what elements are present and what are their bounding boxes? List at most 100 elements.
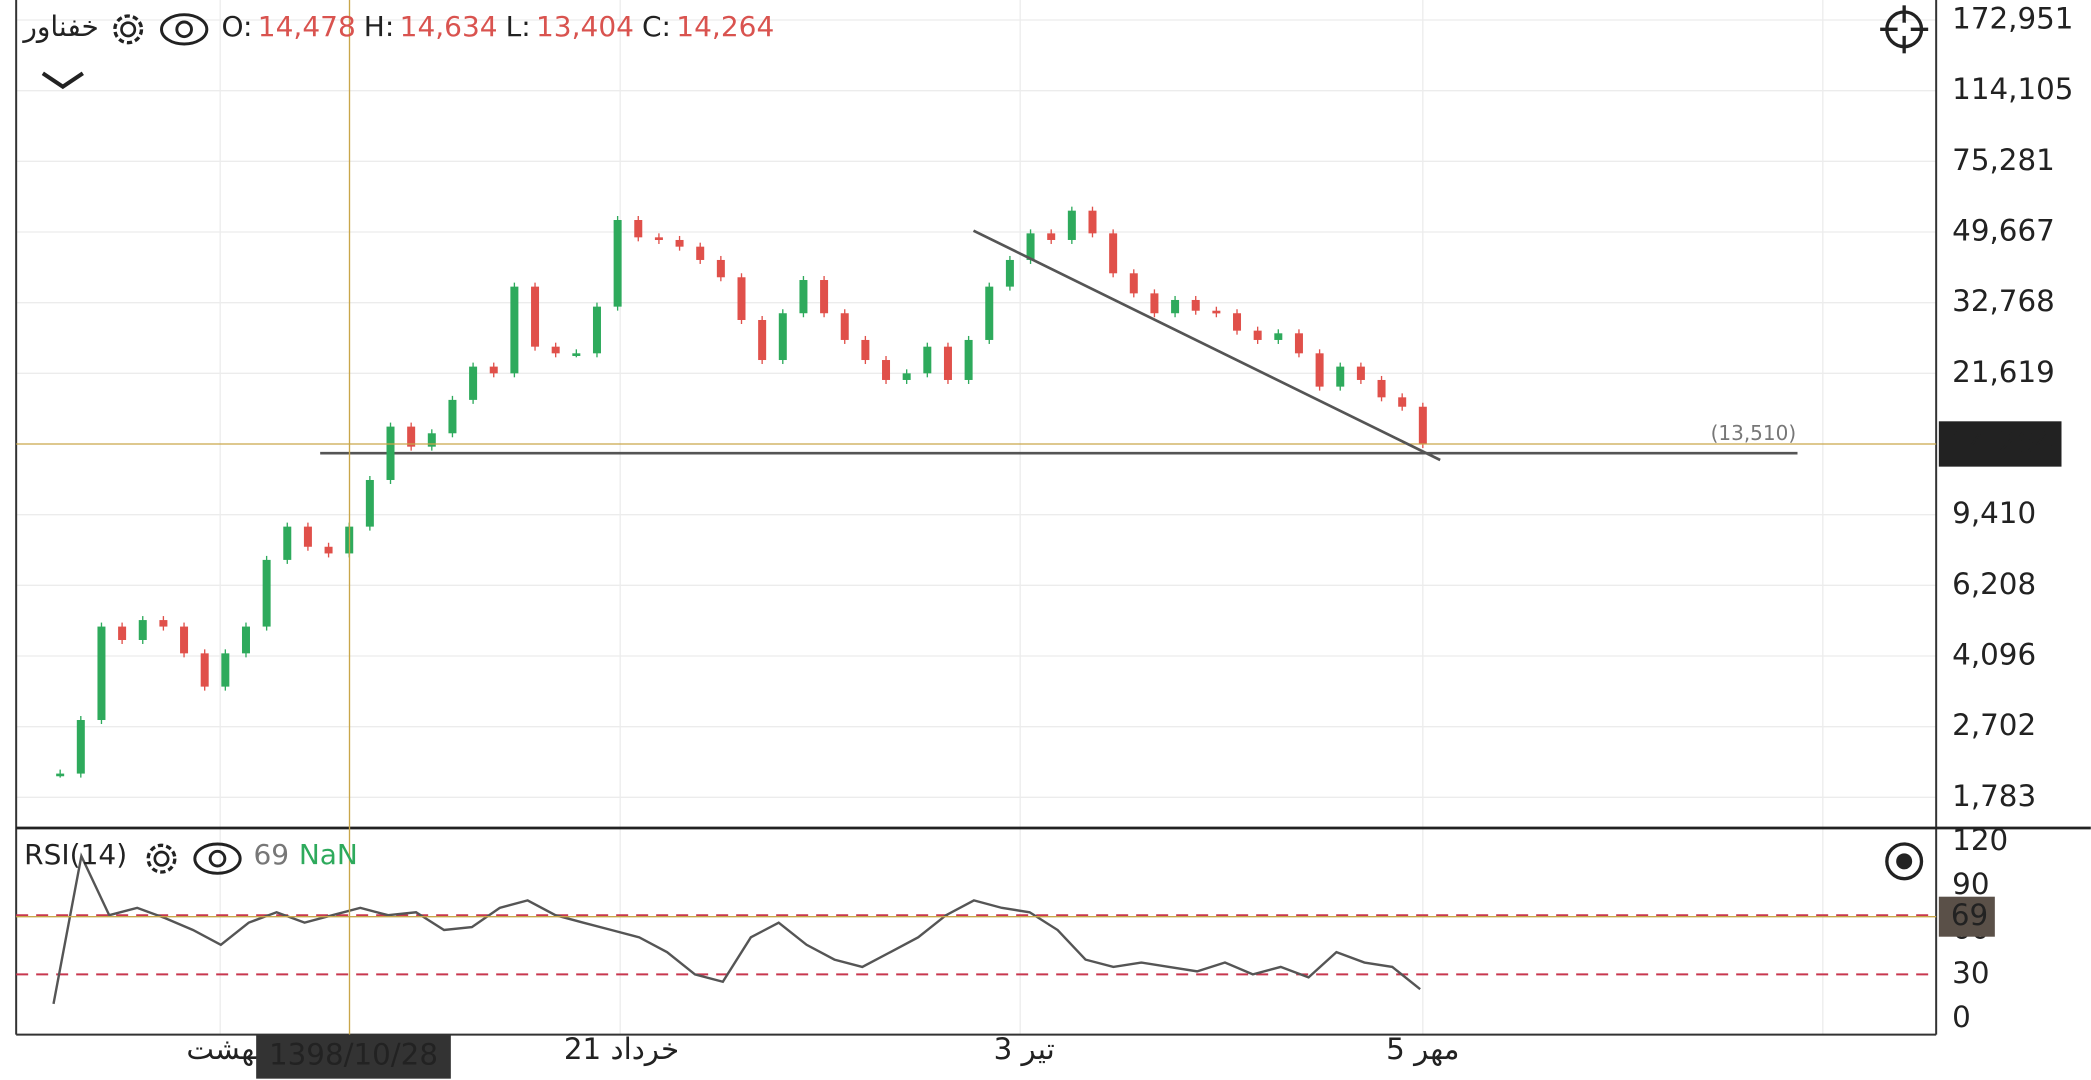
candle — [1315, 353, 1324, 387]
candle — [861, 339, 870, 361]
ohlc-value: 13,404 — [536, 10, 634, 43]
candle — [262, 559, 271, 627]
candle — [1047, 233, 1056, 240]
candle — [180, 626, 189, 654]
level-label: (13,510) — [1711, 421, 1797, 445]
price-pane: 172,951 114,105 75,281 49,667 32,768 21,619 9,… — [16, 2, 2073, 813]
y-tick-label: 21,619 — [1952, 355, 2055, 389]
candle — [324, 546, 333, 554]
candle — [820, 280, 829, 314]
target-icon[interactable] — [1880, 5, 1929, 54]
y-tick-label: 9,410 — [1952, 496, 2036, 530]
candle — [303, 526, 312, 547]
rsi-current-label: 69 — [1951, 898, 1988, 932]
candle — [1171, 299, 1180, 314]
candle — [1377, 379, 1386, 398]
candle — [758, 319, 767, 361]
y-tick-label: 172,951 — [1952, 2, 2073, 36]
ohlc-key: C: — [642, 10, 671, 43]
y-tick-label: 6,208 — [1952, 567, 2036, 601]
candle — [964, 339, 973, 380]
rsi-tick-label: 90 — [1952, 867, 1989, 901]
rsi-line — [52, 852, 1421, 1005]
candle — [592, 306, 601, 354]
grid — [16, 0, 1937, 1035]
visibility-icon[interactable] — [160, 13, 209, 46]
candle — [1274, 333, 1283, 340]
rsi-tick-label: 0 — [1952, 1000, 1971, 1034]
current-price-label: 14,264 — [1951, 425, 2054, 459]
candle — [1129, 273, 1138, 294]
candle — [696, 246, 705, 260]
candle — [200, 653, 209, 687]
rsi-visibility-icon[interactable] — [193, 842, 242, 875]
y-tick-label: 2,702 — [1952, 708, 2036, 742]
candle — [1005, 259, 1014, 287]
rsi-pane: 120906030069 — [16, 823, 2008, 1034]
current-price-box — [1938, 421, 2062, 467]
crosshair-date-box — [256, 1034, 451, 1079]
rsi-value: 69 — [254, 838, 290, 871]
symbol: خفناور — [21, 10, 99, 43]
y-tick-label: 49,667 — [1952, 213, 2055, 247]
candle — [510, 286, 519, 374]
candle — [1026, 233, 1035, 260]
header: خفناور O: 14,478 H: 14,634 L: 13,404 C: 14,264 — [21, 5, 1929, 90]
candle — [1253, 330, 1262, 340]
candle — [1067, 210, 1076, 240]
candle — [1418, 406, 1427, 444]
candle — [1398, 397, 1407, 407]
rsi-label: RSI(14) — [24, 838, 127, 871]
candle — [923, 346, 932, 374]
x-tick-label: 3 تیر — [994, 1032, 1055, 1066]
candle — [241, 626, 250, 654]
candle — [221, 653, 230, 687]
candle — [489, 366, 498, 374]
settings-icon[interactable] — [113, 14, 144, 45]
candle — [386, 426, 395, 480]
candle — [1233, 313, 1242, 331]
ohlc-value: 14,264 — [676, 10, 774, 43]
rsi-tick-label: 30 — [1952, 956, 1989, 990]
candle — [799, 280, 808, 314]
candle — [613, 220, 622, 307]
rsi-target-icon[interactable] — [1885, 842, 1924, 881]
candle — [76, 720, 85, 774]
candle — [427, 433, 436, 447]
candle — [840, 313, 849, 340]
candle — [118, 626, 127, 640]
rsi-header: RSI(14) 69 NaN — [24, 838, 1924, 881]
candle — [138, 620, 147, 640]
candle — [1150, 293, 1159, 314]
candle — [716, 259, 725, 278]
rsi-settings-icon[interactable] — [146, 843, 177, 874]
rsi-extra: NaN — [299, 838, 358, 871]
crosshair-date: 1398/10/28 — [269, 1038, 438, 1072]
collapse-icon[interactable] — [41, 71, 84, 90]
y-tick-label: 32,768 — [1952, 284, 2055, 318]
candle — [1212, 310, 1221, 314]
candle — [56, 773, 65, 777]
y-tick-label: 1,783 — [1952, 779, 2036, 813]
candle — [551, 346, 560, 354]
rsi-current-box — [1938, 896, 1995, 937]
candle — [675, 239, 684, 247]
candle — [1191, 299, 1200, 311]
candle — [1336, 366, 1345, 387]
candle — [654, 237, 663, 241]
candle — [943, 346, 952, 380]
candle — [531, 286, 540, 347]
ohlc-value: 14,478 — [258, 10, 356, 43]
candle — [1109, 233, 1118, 274]
ohlc-key: L: — [506, 10, 531, 43]
candle — [407, 426, 416, 447]
candle — [1088, 210, 1097, 234]
candle — [1356, 366, 1365, 380]
rsi-tick-label: 120 — [1952, 823, 2008, 857]
candle — [634, 220, 643, 238]
trend-line[interactable] — [972, 229, 1441, 462]
x-tick-label: 21 خرداد — [564, 1032, 679, 1066]
